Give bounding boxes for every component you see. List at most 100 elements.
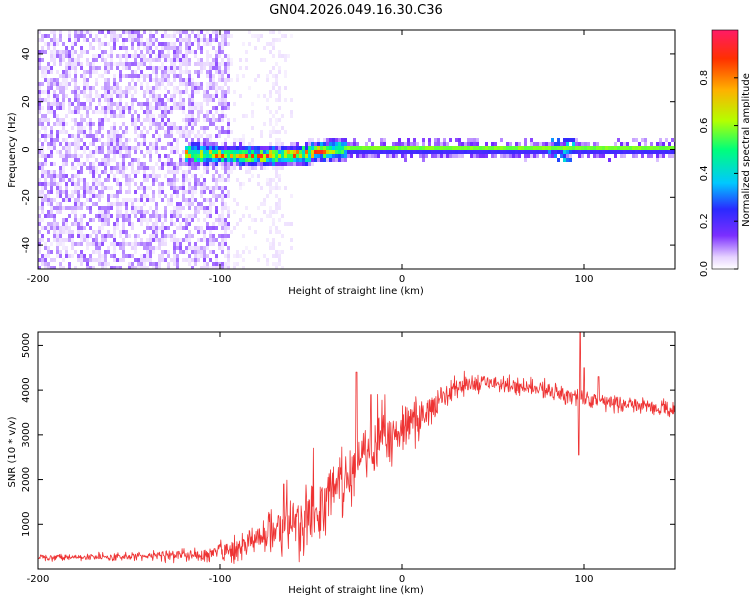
heatmap-cell <box>167 54 170 58</box>
heatmap-cell <box>107 78 110 82</box>
heatmap-cell <box>287 162 290 166</box>
heatmap-cell <box>476 142 479 146</box>
heatmap-cell <box>122 258 125 262</box>
heatmap-cell <box>293 150 296 154</box>
heatmap-cell <box>38 30 41 34</box>
heatmap-cell <box>146 86 149 90</box>
heatmap-cell <box>200 30 203 34</box>
heatmap-cell <box>191 90 194 94</box>
heatmap-cell <box>209 230 212 234</box>
heatmap-cell <box>221 42 224 46</box>
heatmap-cell <box>197 146 200 150</box>
heatmap-cell <box>257 38 260 42</box>
heatmap-cell <box>170 142 173 146</box>
heatmap-cell <box>131 246 134 250</box>
heatmap-cell <box>116 266 119 269</box>
heatmap-cell <box>143 110 146 114</box>
heatmap-cell <box>188 50 191 54</box>
heatmap-cell <box>167 110 170 114</box>
heatmap-cell <box>221 206 224 210</box>
heatmap-cell <box>68 194 71 198</box>
heatmap-cell <box>266 146 269 150</box>
heatmap-cell <box>176 74 179 78</box>
heatmap-cell <box>161 238 164 242</box>
heatmap-cell <box>227 258 230 262</box>
heatmap-cell <box>77 126 80 130</box>
heatmap-cell <box>221 238 224 242</box>
heatmap-cell <box>89 30 92 34</box>
heatmap-cell <box>182 54 185 58</box>
heatmap-cell <box>449 146 452 150</box>
heatmap-cell <box>275 186 278 190</box>
heatmap-cell <box>41 98 44 102</box>
heatmap-cell <box>209 190 212 194</box>
heatmap-cell <box>65 142 68 146</box>
heatmap-cell <box>74 158 77 162</box>
heatmap-cell <box>71 178 74 182</box>
heatmap-cell <box>251 174 254 178</box>
heatmap-cell <box>173 150 176 154</box>
heatmap-cell <box>53 266 56 269</box>
heatmap-cell <box>260 58 263 62</box>
heatmap-cell <box>212 222 215 226</box>
heatmap-cell <box>272 38 275 42</box>
heatmap-cell <box>170 166 173 170</box>
heatmap-cell <box>89 154 92 158</box>
heatmap-cell <box>125 230 128 234</box>
heatmap-cell <box>74 38 77 42</box>
heatmap-cell <box>185 122 188 126</box>
heatmap-cell <box>131 86 134 90</box>
heatmap-cell <box>311 150 314 154</box>
heatmap-cell <box>77 206 80 210</box>
heatmap-cell <box>83 194 86 198</box>
heatmap-cell <box>98 246 101 250</box>
heatmap-cell <box>149 246 152 250</box>
heatmap-cell <box>413 142 416 146</box>
heatmap-cell <box>167 58 170 62</box>
heatmap-cell <box>101 110 104 114</box>
heatmap-cell <box>254 166 257 170</box>
heatmap-cell <box>350 154 353 158</box>
heatmap-cell <box>59 234 62 238</box>
heatmap-cell <box>563 158 566 162</box>
heatmap-cell <box>554 154 557 158</box>
heatmap-cell <box>68 266 71 269</box>
heatmap-cell <box>203 210 206 214</box>
heatmap-cell <box>188 98 191 102</box>
heatmap-cell <box>146 246 149 250</box>
heatmap-cell <box>80 34 83 38</box>
heatmap-cell <box>626 142 629 146</box>
heatmap-cell <box>266 214 269 218</box>
heatmap-cell <box>191 42 194 46</box>
heatmap-cell <box>77 134 80 138</box>
heatmap-cell <box>572 146 575 150</box>
heatmap-cell <box>74 110 77 114</box>
heatmap-cell <box>227 66 230 70</box>
heatmap-cell <box>215 210 218 214</box>
heatmap-cell <box>80 238 83 242</box>
heatmap-cell <box>128 254 131 258</box>
heatmap-cell <box>224 130 227 134</box>
heatmap-cell <box>200 50 203 54</box>
heatmap-cell <box>581 146 584 150</box>
heatmap-cell <box>173 98 176 102</box>
heatmap-cell <box>203 150 206 154</box>
heatmap-cell <box>146 186 149 190</box>
heatmap-cell <box>377 154 380 158</box>
heatmap-cell <box>473 138 476 142</box>
heatmap-cell <box>173 58 176 62</box>
y-tick-label: 3000 <box>21 422 32 447</box>
heatmap-cell <box>98 138 101 142</box>
heatmap-cell <box>65 222 68 226</box>
heatmap-cell <box>569 138 572 142</box>
heatmap-cell <box>74 198 77 202</box>
heatmap-cell <box>659 150 662 154</box>
heatmap-cell <box>110 138 113 142</box>
snr-x-ticks: -200 -100 0 100 <box>27 332 594 585</box>
heatmap-cell <box>182 258 185 262</box>
heatmap-cell <box>98 54 101 58</box>
heatmap-cell <box>203 246 206 250</box>
heatmap-cell <box>62 258 65 262</box>
heatmap-cell <box>143 254 146 258</box>
